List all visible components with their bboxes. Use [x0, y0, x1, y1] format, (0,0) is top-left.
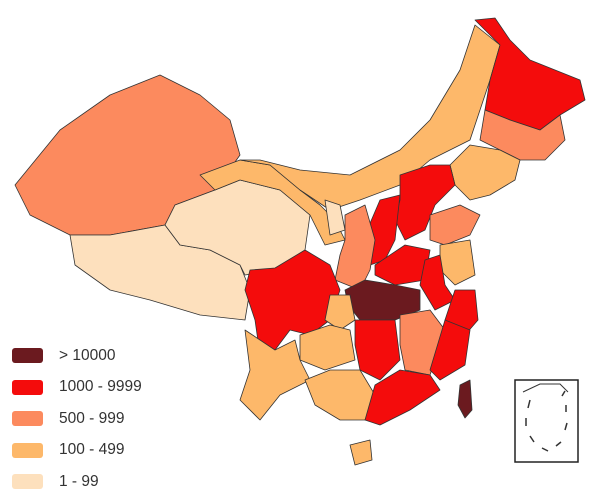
region-jilin — [479, 109, 566, 161]
legend-item: 1000 - 9999 — [12, 372, 142, 404]
legend-item: 100 - 499 — [12, 435, 142, 467]
legend-swatch — [12, 442, 43, 458]
region-guangxi — [304, 369, 376, 421]
region-ningxia — [324, 199, 346, 236]
region-hainan — [349, 439, 373, 466]
legend-swatch — [12, 411, 43, 427]
region-jiangsu — [439, 239, 476, 286]
region-guangdong — [364, 369, 441, 426]
legend: > 10000 1000 - 9999 500 - 999 100 - 499 … — [12, 340, 142, 498]
legend-label: 500 - 999 — [59, 409, 125, 427]
region-hunan — [354, 319, 401, 381]
region-shandong — [429, 204, 481, 246]
legend-item: > 10000 — [12, 340, 142, 372]
legend-label: 100 - 499 — [59, 441, 125, 459]
south-china-sea-inset — [514, 379, 579, 463]
legend-item: 500 - 999 — [12, 403, 142, 435]
legend-item: 1 - 99 — [12, 466, 142, 498]
legend-label: 1 - 99 — [59, 472, 99, 490]
legend-swatch — [12, 379, 43, 395]
legend-swatch — [12, 348, 43, 364]
region-chongqing — [324, 294, 356, 331]
legend-label: 1000 - 9999 — [59, 378, 142, 396]
region-taiwan — [457, 379, 473, 419]
legend-label: > 10000 — [59, 346, 116, 364]
region-yunnan — [239, 329, 311, 421]
region-fujian — [429, 319, 471, 381]
legend-swatch — [12, 474, 43, 490]
